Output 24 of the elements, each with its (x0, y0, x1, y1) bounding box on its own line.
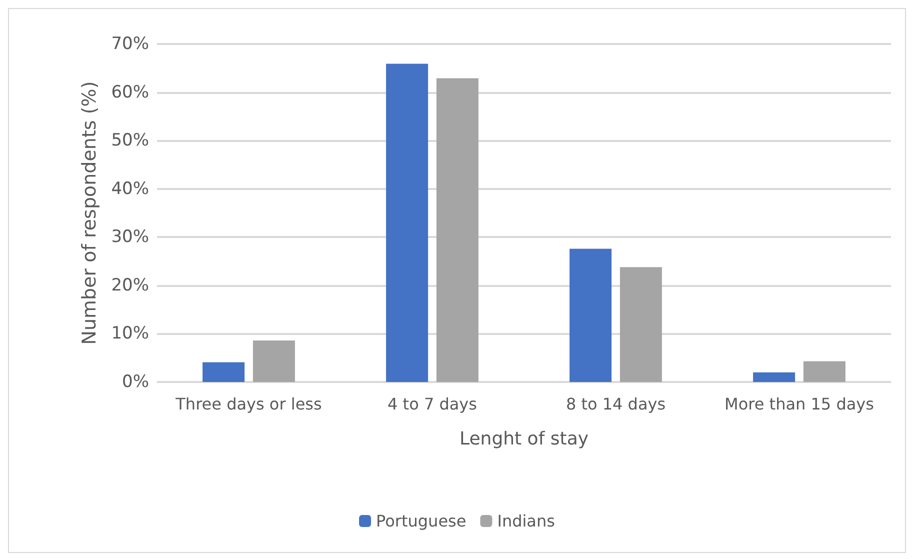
bar (753, 372, 796, 382)
y-tick-label: 60% (111, 82, 149, 102)
bar (570, 248, 612, 382)
y-tick-label: 0% (122, 372, 149, 392)
x-tick-label: 4 to 7 days (388, 394, 477, 414)
x-tick-label: 8 to 14 days (566, 394, 666, 414)
y-tick-label: 70% (111, 34, 149, 54)
y-tick-label: 40% (111, 178, 149, 199)
y-tick-label: 30% (111, 227, 149, 248)
y-axis-title: Number of respondents (%) (78, 81, 100, 345)
x-axis-title: Lenght of stay (460, 428, 589, 450)
y-tick-label: 10% (111, 324, 149, 344)
y-tick-label: 20% (111, 275, 149, 296)
x-tick-label: Three days or less (174, 394, 322, 414)
bar (252, 340, 295, 382)
bar (436, 78, 478, 382)
bar (386, 64, 428, 382)
bar (202, 362, 245, 382)
x-tick-label: More than 15 days (724, 394, 874, 414)
bar (620, 267, 662, 382)
legend-label: Indians (497, 512, 555, 530)
legend-label: Portuguese (376, 512, 466, 530)
y-tick-label: 50% (111, 130, 149, 151)
bar (803, 361, 846, 382)
